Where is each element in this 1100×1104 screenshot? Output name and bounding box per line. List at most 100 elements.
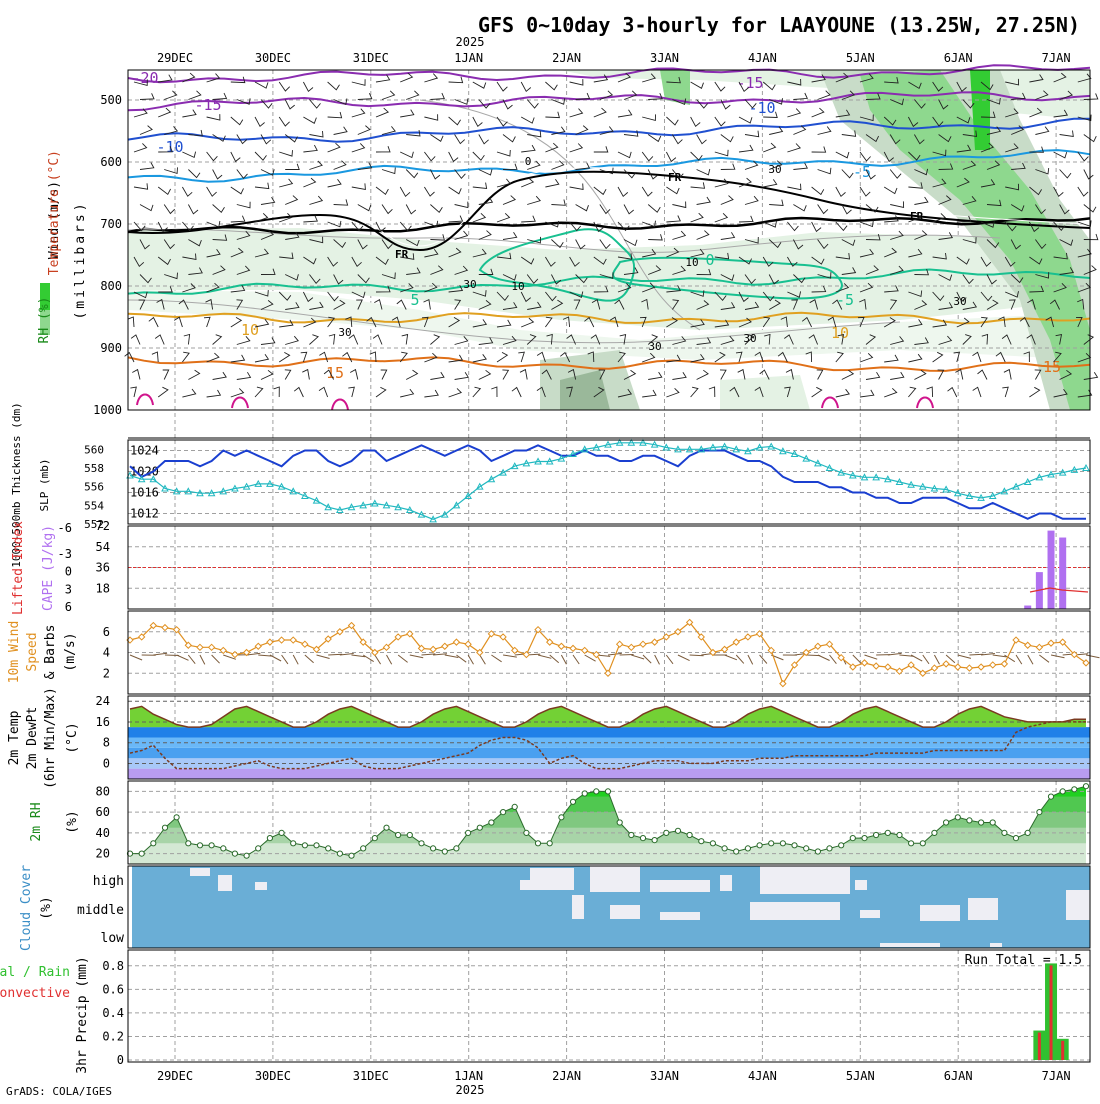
wind-barb [884, 355, 898, 362]
rh-point [570, 799, 575, 804]
rh-tick: 20 [96, 847, 110, 861]
wind-barb [334, 199, 348, 205]
cloud-clear-cell [1066, 890, 1090, 920]
cloud-clear-cell [650, 880, 710, 892]
wind-barb [818, 91, 830, 100]
wind-barb [739, 216, 753, 222]
rh-point [920, 841, 925, 846]
wind-barb [207, 152, 218, 161]
wind-barb [204, 317, 210, 327]
precip-tick: 0 [117, 1053, 124, 1067]
slp-tick: 1024 [130, 444, 159, 458]
wind-barb [231, 117, 243, 125]
cloud-clear-cell [880, 943, 940, 947]
wind-barb [842, 370, 854, 379]
cloud-clear-cell [590, 866, 640, 892]
thickness-tick: 554 [84, 499, 104, 512]
wind-speed-point [628, 644, 634, 650]
wind-barb [594, 146, 608, 152]
ylabel-cloud-units: (%) [39, 896, 54, 919]
cloud-clear-cell [255, 882, 267, 890]
wind-barb [131, 335, 140, 345]
rh-point [174, 815, 179, 820]
wind-barb [406, 91, 419, 100]
wind-barb [691, 213, 703, 222]
wind-barb [642, 187, 652, 196]
wind-speed-point [955, 664, 961, 670]
wind-barb [884, 388, 897, 397]
wind-barb [303, 82, 313, 91]
wind-barb [479, 135, 489, 144]
wind-speed-point [279, 637, 285, 643]
rh-point [1072, 787, 1077, 792]
wind-barb [376, 387, 386, 397]
wind-speed-point [162, 625, 168, 631]
wind-barb [400, 110, 414, 117]
wind-barb [406, 170, 418, 178]
temperature-contour-label: 5 [410, 291, 419, 309]
wind-barb [866, 372, 880, 379]
wind-barb [739, 145, 753, 152]
wind-speed-point [267, 639, 273, 645]
ylabel-wind-units: (m/s) [63, 632, 78, 671]
wind-speed-point [780, 681, 786, 687]
rh-point [372, 836, 377, 841]
wind-barb [697, 135, 707, 144]
wind-speed-point [931, 665, 937, 671]
wind-barb [745, 131, 759, 137]
wind-barb [376, 146, 390, 152]
rh-point [244, 853, 249, 858]
wind-barb [140, 163, 154, 170]
grads-credit: GrADS: COLA/IGES [6, 1085, 112, 1098]
cloud-level-label: high [93, 874, 124, 889]
rh-point [629, 832, 634, 837]
rh-point [162, 825, 167, 830]
rh-point [221, 846, 226, 851]
wind-barb [518, 352, 524, 362]
wind-barb [812, 108, 824, 117]
wind-barb [769, 200, 783, 206]
wind-barb [576, 205, 589, 211]
wind-barb [818, 168, 831, 174]
rh-point [885, 830, 890, 835]
wind-barb [600, 205, 610, 214]
wind-barb [576, 240, 586, 249]
wind-barb [1035, 370, 1041, 380]
wind-barb [231, 152, 241, 161]
wind-barb [648, 205, 660, 213]
wind-barb [294, 388, 303, 398]
date-label-top: 30DEC [255, 51, 291, 65]
wind-barb [134, 143, 147, 152]
wind-barb [527, 100, 538, 109]
surface-wind-barb [725, 655, 737, 660]
rh-point [559, 815, 564, 820]
surface-wind-barb [410, 655, 423, 658]
wind-barb [860, 353, 873, 362]
wind-speed-point [442, 643, 448, 649]
wind-barb [158, 108, 170, 117]
surface-wind-barb [643, 655, 651, 663]
surface-wind-barb [212, 655, 220, 663]
surface-wind-barb [386, 655, 391, 664]
ylabel-2m-dewpt: 2m DewPt [25, 707, 40, 770]
wind-barb [666, 152, 676, 161]
wind-barb [285, 196, 297, 205]
ylabel-minmax: (6hr Min/Max) [43, 687, 58, 789]
rh-point [1002, 830, 1007, 835]
wind-barb [455, 135, 465, 144]
wind-barb [213, 170, 223, 179]
wind-barb [152, 352, 158, 362]
wind-barb [231, 388, 244, 397]
rh-point [501, 810, 506, 815]
wind-barb [618, 152, 631, 158]
rh-point [524, 830, 529, 835]
wind-barb [255, 82, 268, 88]
rh-point [967, 818, 972, 823]
precip-tick: 0.4 [102, 1006, 124, 1020]
wind-barb [691, 387, 698, 397]
surface-wind-barb [561, 655, 566, 664]
wind-barb [914, 370, 925, 379]
temperature-contour-label: 15 [326, 364, 344, 382]
wind-barb [303, 216, 317, 222]
wind-barb [812, 222, 822, 231]
